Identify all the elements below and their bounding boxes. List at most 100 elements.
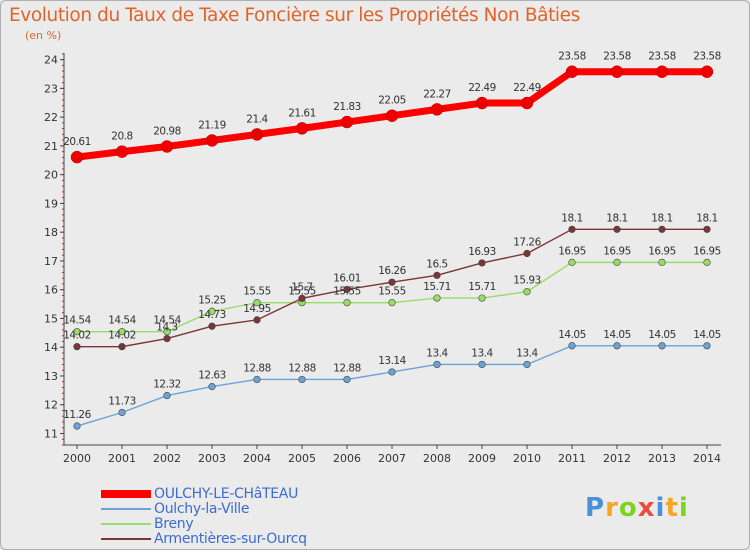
data-label: 22.49 [468, 82, 496, 94]
logo-letter: i [655, 493, 666, 523]
x-tick-label: 2013 [648, 452, 676, 465]
data-point [385, 109, 399, 122]
data-label: 20.61 [63, 136, 91, 148]
data-point [205, 134, 219, 147]
y-tick-label: 11 [44, 427, 58, 440]
data-point [208, 322, 216, 330]
legend-label: Breny [154, 516, 194, 532]
x-tick-label: 2009 [468, 452, 496, 465]
data-point [343, 375, 351, 384]
y-tick-label: 16 [44, 284, 58, 297]
data-point [433, 294, 441, 302]
data-label: 15.55 [378, 286, 406, 298]
data-label: 18.1 [696, 212, 717, 224]
data-point [73, 328, 81, 336]
data-label: 13.4 [516, 347, 538, 359]
data-point [703, 225, 711, 233]
data-point [298, 294, 306, 302]
data-label: 16.95 [558, 245, 586, 257]
data-point [253, 375, 261, 384]
data-label: 14.05 [558, 329, 586, 341]
legend-swatch [101, 538, 151, 540]
data-point [163, 328, 171, 336]
logo-letter: o [618, 493, 638, 523]
y-tick-label: 14 [44, 341, 58, 354]
chart-legend: OULCHY-LE-CHâTEAU Oulchy-la-Ville Breny … [101, 486, 361, 547]
data-point [160, 140, 174, 153]
data-label: 14.02 [108, 330, 136, 342]
legend-item: OULCHY-LE-CHâTEAU [101, 486, 361, 502]
legend-label: OULCHY-LE-CHâTEAU [154, 486, 299, 502]
data-point [658, 342, 666, 350]
y-tick-label: 12 [44, 399, 58, 412]
data-label: 21.83 [333, 101, 361, 113]
data-point [250, 128, 264, 141]
y-tick-label: 24 [44, 54, 58, 67]
data-point [343, 285, 351, 294]
data-point [703, 342, 711, 350]
y-tick-label: 21 [44, 140, 58, 153]
y-tick-label: 19 [44, 197, 58, 210]
data-point [700, 65, 714, 78]
data-point [295, 122, 309, 135]
data-label: 18.1 [606, 212, 627, 224]
data-label: 13.4 [471, 347, 493, 359]
logo-letter: r [605, 493, 619, 523]
data-label: 20.98 [153, 125, 181, 137]
data-label: 12.88 [333, 362, 361, 374]
y-tick-label: 22 [44, 111, 58, 124]
data-label: 15.7 [291, 281, 312, 293]
data-point [430, 103, 444, 116]
legend-item: Oulchy-la-Ville [101, 501, 361, 517]
data-point [253, 299, 261, 307]
x-tick-label: 2010 [513, 452, 541, 465]
data-label: 14.73 [198, 309, 226, 321]
data-point [568, 225, 576, 233]
data-label: 12.32 [153, 379, 181, 391]
data-label: 15.71 [423, 281, 451, 293]
x-tick-label: 2008 [423, 452, 451, 465]
data-point [433, 360, 441, 369]
data-point [73, 422, 81, 430]
x-tick-label: 2014 [693, 452, 721, 465]
x-tick-label: 2005 [288, 452, 316, 465]
data-point [565, 65, 579, 78]
data-point [208, 383, 216, 391]
data-point [163, 334, 171, 343]
data-point [388, 368, 396, 376]
data-label: 23.58 [558, 51, 586, 63]
data-point [613, 258, 621, 266]
data-label: 11.26 [63, 409, 91, 421]
data-point [523, 360, 531, 369]
y-tick-label: 13 [44, 370, 58, 383]
logo-letter: t [665, 493, 679, 523]
logo-letter: x [637, 493, 656, 523]
y-tick-label: 23 [44, 82, 58, 95]
data-label: 22.05 [378, 95, 406, 107]
data-label: 14.02 [63, 330, 91, 342]
data-label: 18.1 [561, 212, 582, 224]
data-point [298, 375, 306, 384]
data-label: 16.93 [468, 246, 496, 258]
data-label: 14.54 [63, 315, 91, 327]
data-point [163, 391, 171, 400]
chart-subtitle: (en %) [25, 29, 62, 42]
data-point [703, 258, 711, 266]
data-label: 14.54 [108, 315, 136, 327]
data-label: 20.8 [111, 131, 132, 143]
x-tick-label: 2011 [558, 452, 586, 465]
data-label: 15.93 [513, 275, 541, 287]
data-point [388, 278, 396, 286]
data-label: 16.95 [693, 245, 721, 257]
data-label: 16.26 [378, 265, 406, 277]
x-tick-label: 2000 [63, 452, 91, 465]
data-label: 14.05 [693, 329, 721, 341]
data-label: 13.14 [378, 355, 406, 367]
data-label: 14.95 [243, 303, 271, 315]
data-point [478, 360, 486, 369]
data-label: 15.25 [198, 294, 226, 306]
legend-label: Armentières-sur-Ourcq [154, 531, 307, 547]
x-tick-label: 2006 [333, 452, 361, 465]
